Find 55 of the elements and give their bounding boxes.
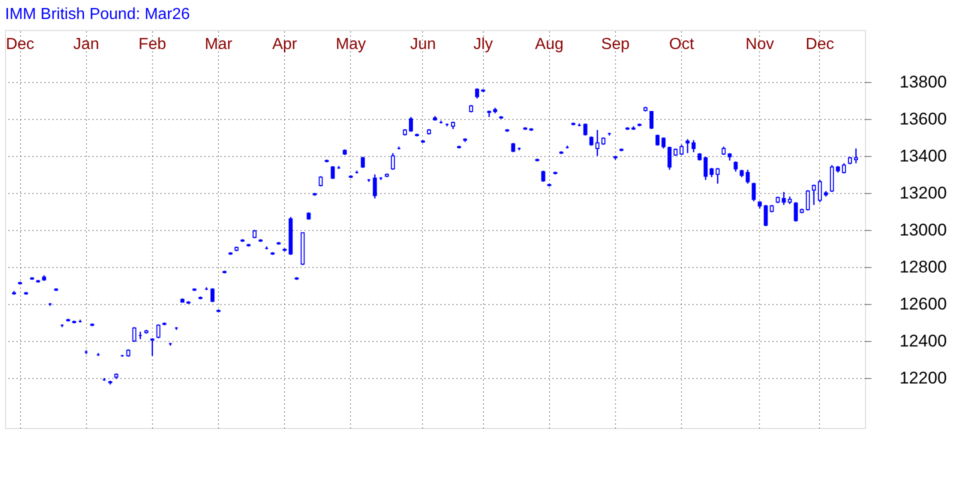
candlestick	[132, 326, 136, 343]
candlestick	[692, 139, 696, 153]
x-tick-label: Oct	[669, 36, 695, 53]
candlestick	[704, 156, 708, 181]
x-tick-label: Feb	[138, 36, 166, 53]
candlestick	[854, 148, 858, 164]
x-tick-label: Jun	[410, 36, 436, 53]
candlestick	[686, 138, 690, 154]
candlestick	[668, 146, 672, 170]
x-tick-label: Mar	[204, 36, 233, 53]
y-tick-label: 13400	[900, 146, 947, 166]
candlestick	[746, 169, 750, 184]
y-tick-label: 13200	[900, 183, 947, 202]
y-tick-label: 12400	[900, 331, 947, 350]
y-tick-label: 13000	[900, 220, 947, 240]
candlestick	[150, 338, 154, 356]
candlestick	[662, 136, 666, 150]
candlestick	[818, 179, 822, 203]
x-tick-label: Aug	[535, 36, 564, 53]
y-tick-label: 12800	[900, 257, 947, 276]
candlestick	[764, 204, 768, 227]
candlestick	[210, 288, 214, 303]
candlestick	[752, 182, 756, 202]
y-tick-label: 12200	[900, 368, 947, 388]
candlestick	[650, 110, 654, 130]
candlestick	[390, 152, 395, 170]
candlestick	[812, 184, 816, 206]
x-tick-label: Dec	[806, 36, 834, 53]
x-tick-label: Jly	[473, 36, 493, 53]
x-tick-label: Sep	[601, 36, 630, 53]
candlestick	[734, 160, 738, 172]
candlestick	[782, 191, 786, 206]
candlestick	[408, 116, 413, 132]
candlestick	[710, 167, 714, 178]
y-tick-label: 13800	[900, 72, 947, 92]
candlestick	[716, 167, 720, 184]
candlestick	[541, 170, 546, 182]
x-tick-label: Dec	[6, 36, 34, 53]
x-tick-label: Apr	[272, 36, 298, 53]
candlestick	[372, 174, 377, 200]
candlestick	[806, 189, 810, 212]
y-tick-label: 13600	[900, 109, 947, 128]
candlestick	[318, 176, 323, 188]
candlestick	[680, 144, 684, 156]
candlestick	[794, 202, 798, 222]
x-tick-label: May	[336, 36, 366, 53]
candlestick	[583, 122, 588, 136]
x-tick-label: Nov	[746, 36, 774, 53]
y-tick-label: 12600	[900, 294, 947, 314]
candlestick	[595, 129, 600, 157]
candlestick	[156, 324, 160, 339]
x-tick-label: Jan	[73, 36, 100, 53]
candlestick	[330, 165, 335, 180]
chart-title: IMM British Pound: Mar26	[5, 6, 190, 23]
candlestick	[842, 162, 846, 174]
